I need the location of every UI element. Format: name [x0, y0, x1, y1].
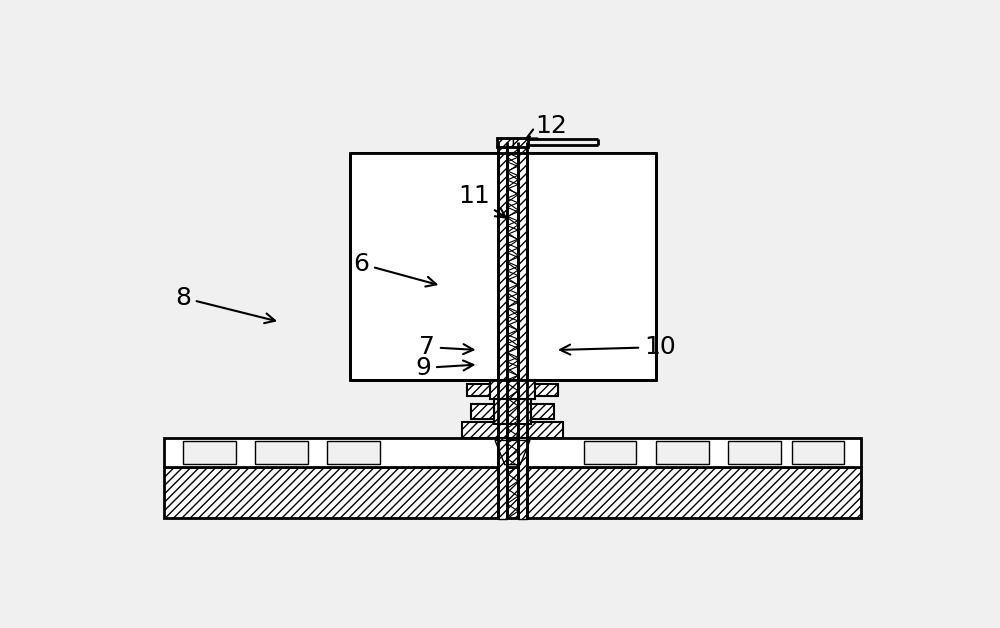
- Bar: [497, 138, 528, 147]
- Text: 10: 10: [560, 335, 676, 359]
- Bar: [656, 441, 709, 464]
- Bar: [183, 441, 236, 464]
- Bar: [494, 385, 531, 399]
- Bar: [518, 142, 527, 519]
- Bar: [792, 441, 844, 464]
- Bar: [498, 142, 507, 519]
- Bar: [497, 138, 512, 147]
- Bar: [728, 441, 781, 464]
- Text: 7: 7: [419, 335, 473, 359]
- Bar: [467, 384, 490, 396]
- Bar: [512, 138, 528, 147]
- Bar: [531, 404, 554, 419]
- Bar: [164, 438, 861, 467]
- Bar: [518, 153, 527, 380]
- Text: 12: 12: [526, 114, 567, 138]
- Text: 9: 9: [415, 356, 473, 380]
- Text: 11: 11: [458, 184, 506, 218]
- Bar: [255, 441, 308, 464]
- Bar: [350, 153, 656, 380]
- Bar: [490, 380, 535, 399]
- Bar: [352, 154, 654, 379]
- Text: 6: 6: [353, 252, 436, 286]
- Bar: [462, 422, 563, 438]
- Text: 8: 8: [175, 286, 275, 323]
- Bar: [164, 467, 861, 518]
- Bar: [498, 153, 507, 380]
- Bar: [494, 399, 531, 423]
- Polygon shape: [495, 440, 530, 465]
- Bar: [327, 441, 380, 464]
- Bar: [471, 404, 494, 419]
- Bar: [535, 384, 558, 396]
- Bar: [584, 441, 636, 464]
